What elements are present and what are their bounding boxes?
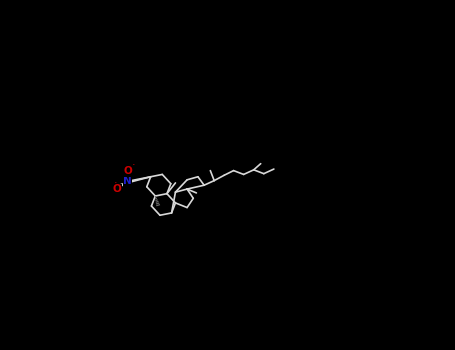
Text: ·: · — [132, 160, 136, 170]
Text: O: O — [113, 184, 121, 194]
Text: N: N — [123, 176, 132, 186]
Text: O: O — [124, 166, 132, 176]
Text: ·: · — [113, 178, 117, 188]
